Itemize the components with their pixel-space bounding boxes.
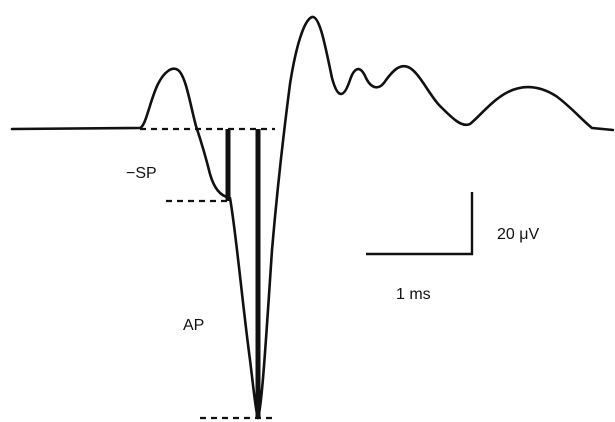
- time-scale-label: 1 ms: [396, 286, 431, 303]
- waveform-trace: [10, 15, 615, 420]
- ap-label: AP: [183, 317, 204, 334]
- sp-label: −SP: [126, 165, 157, 182]
- scale-bar: [366, 192, 474, 256]
- voltage-scale-label: 20 μV: [497, 226, 539, 243]
